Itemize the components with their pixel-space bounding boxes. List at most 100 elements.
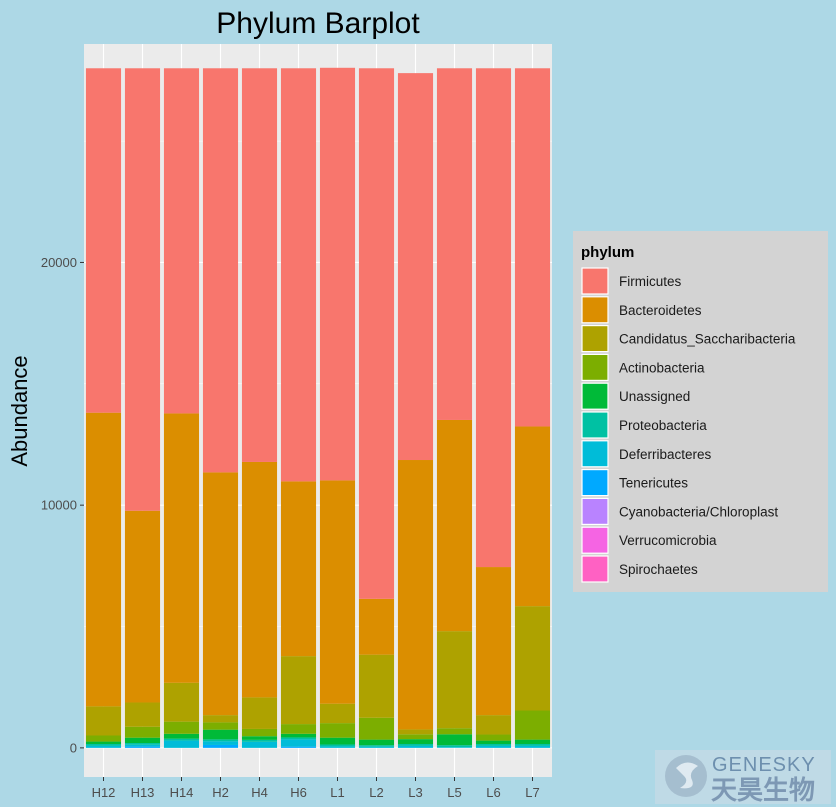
legend-title: phylum xyxy=(581,244,634,261)
x-tick-label: H2 xyxy=(212,785,229,800)
bar-segment xyxy=(514,745,551,748)
bar-segment xyxy=(124,746,161,748)
bar-segment xyxy=(280,733,317,738)
legend-swatch xyxy=(581,555,609,583)
bar-segment xyxy=(124,702,161,727)
bar-segment xyxy=(514,68,551,427)
y-axis-ticks: 0 10000 20000 xyxy=(41,255,84,755)
bar-segment xyxy=(280,746,317,748)
bar-segment xyxy=(202,68,239,473)
bar-segment xyxy=(124,510,161,703)
bar-segment xyxy=(319,737,356,745)
x-tick-label: L2 xyxy=(369,785,383,800)
bar-segment xyxy=(280,656,317,725)
bar-segment xyxy=(124,726,161,738)
x-tick-label: H14 xyxy=(170,785,194,800)
bar-segment xyxy=(436,747,473,748)
y-tick-label: 10000 xyxy=(41,498,77,513)
x-axis-ticks: H12 H13 H14 H2 H4 H6 L1 L2 L3 L5 L6 L7 xyxy=(92,777,540,800)
bar-segment xyxy=(202,741,239,745)
bar-segment xyxy=(241,461,278,698)
bar-segment xyxy=(85,735,122,742)
bar-segment xyxy=(319,703,356,724)
bar-segment xyxy=(241,728,278,737)
bar-segment xyxy=(358,598,395,655)
bar-segment xyxy=(280,481,317,657)
bar-segment xyxy=(358,717,395,740)
legend-swatch xyxy=(581,296,609,324)
bar-segment xyxy=(397,73,434,461)
bar-segment xyxy=(436,631,473,729)
genesky-logo-icon xyxy=(665,755,707,797)
legend-label: Tenericutes xyxy=(619,476,688,491)
bar-segment xyxy=(358,654,395,718)
bar-segment xyxy=(436,728,473,735)
plot-panel xyxy=(84,44,552,777)
x-tick-label: H6 xyxy=(290,785,307,800)
chart-title: Phylum Barplot xyxy=(216,7,420,40)
legend-swatch xyxy=(581,267,609,295)
legend-label: Candidatus_Saccharibacteria xyxy=(619,332,796,347)
bar-segment xyxy=(163,733,200,739)
x-tick-label: H13 xyxy=(131,785,155,800)
watermark-brand: GENESKY xyxy=(712,754,816,776)
legend-label: Cyanobacteria/Chloroplast xyxy=(619,504,778,519)
bar-segment xyxy=(241,741,278,748)
x-tick-label: L7 xyxy=(525,785,539,800)
bar-segment xyxy=(397,739,434,744)
legend-swatch xyxy=(581,325,609,353)
bar-segment xyxy=(358,739,395,746)
bar-segment xyxy=(280,737,317,740)
legend-label: Bacteroidetes xyxy=(619,303,702,318)
bar-segment xyxy=(436,68,473,420)
y-tick-label: 0 xyxy=(70,740,77,755)
bar-segment xyxy=(124,737,161,744)
legend-items: Firmicutes Bacteroidetes Candidatus_Saccha… xyxy=(581,267,796,583)
bar-segment xyxy=(124,743,161,745)
bar-segment xyxy=(397,460,434,730)
watermark: GENESKY 天昊生物 xyxy=(655,750,831,805)
bar-segment xyxy=(163,413,200,683)
bar-segment xyxy=(514,606,551,711)
bar-segment xyxy=(202,739,239,742)
bar-segment xyxy=(436,734,473,746)
legend-swatch xyxy=(581,497,609,525)
bar-segment xyxy=(475,740,512,744)
bar-segment xyxy=(319,67,356,481)
bar-segment xyxy=(475,68,512,568)
bar-segment xyxy=(319,746,356,748)
x-tick-label: L6 xyxy=(486,785,500,800)
bar-segment xyxy=(85,412,122,707)
bar-segment xyxy=(163,721,200,734)
bar-segment xyxy=(397,734,434,740)
bar-segment xyxy=(202,729,239,740)
legend-label: Deferribacteres xyxy=(619,447,712,462)
bar-segment xyxy=(436,745,473,748)
legend-label: Spirochaetes xyxy=(619,562,698,577)
legend-swatch xyxy=(581,382,609,410)
bars xyxy=(85,67,551,748)
bar-segment xyxy=(280,739,317,747)
bar-segment xyxy=(85,745,122,748)
bar-segment xyxy=(475,567,512,716)
bar-segment xyxy=(124,68,161,511)
bar-segment xyxy=(475,743,512,746)
bar-segment xyxy=(514,739,551,744)
bar-segment xyxy=(202,715,239,723)
bar-segment xyxy=(202,722,239,730)
x-tick-label: H4 xyxy=(251,785,268,800)
bar-segment xyxy=(319,744,356,747)
legend-background xyxy=(573,231,828,592)
bar-segment xyxy=(475,745,512,748)
legend-swatch xyxy=(581,526,609,554)
bar-segment xyxy=(514,743,551,746)
bar-segment xyxy=(163,68,200,414)
x-tick-label: L3 xyxy=(408,785,422,800)
legend-label: Actinobacteria xyxy=(619,360,705,375)
bar-segment xyxy=(319,723,356,738)
bar-segment xyxy=(163,740,200,748)
bar-segment xyxy=(280,68,317,482)
bar-segment xyxy=(475,734,512,741)
bar-segment xyxy=(436,419,473,632)
legend-swatch xyxy=(581,411,609,439)
